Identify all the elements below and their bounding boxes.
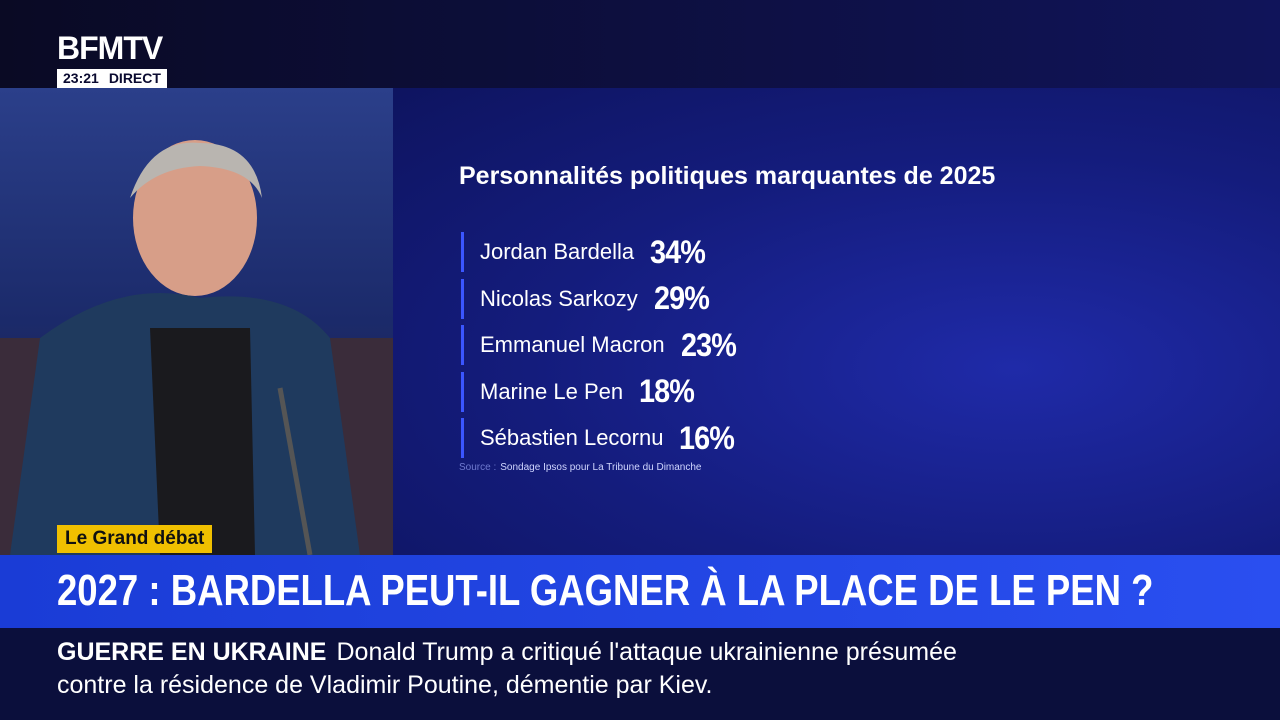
item-name: Nicolas Sarkozy: [480, 285, 638, 311]
item-value: 18%: [639, 373, 695, 409]
item-value: 23%: [680, 326, 737, 363]
ranking-item: Nicolas Sarkozy 29%: [461, 278, 715, 319]
item-value: 29%: [653, 280, 710, 316]
headline: 2027 : BARDELLA PEUT-IL GAGNER À LA PLAC…: [57, 566, 1154, 615]
ticker: GUERRE EN UKRAINE Donald Trump a critiqué…: [57, 636, 1017, 702]
ranking-item: Jordan Bardella 34%: [461, 232, 711, 272]
microphone: [277, 387, 313, 555]
channel-logo: BFMTV: [57, 30, 163, 66]
item-name: Marine Le Pen: [480, 378, 624, 404]
ranking-item: Marine Le Pen 18%: [461, 371, 700, 412]
shirt: [150, 328, 255, 555]
graphic-panel: [393, 88, 1280, 555]
ticker-label: GUERRE EN UKRAINE: [57, 638, 327, 666]
clock: 23:21 DIRECT: [57, 69, 167, 88]
ticker-band: [0, 628, 1280, 720]
graphic-title: Personnalités politiques marquantes de 2…: [459, 162, 996, 190]
video-panel: [0, 88, 393, 555]
ranking-item: Sébastien Lecornu 16%: [461, 418, 741, 458]
ranking-item: Emmanuel Macron 23%: [461, 325, 742, 365]
item-name: Jordan Bardella: [480, 239, 635, 264]
headline-band: [0, 555, 1280, 628]
time: 23:21: [63, 70, 99, 86]
source: Source : Sondage Ipsos pour La Tribune du…: [459, 462, 702, 473]
item-name: Emmanuel Macron: [480, 332, 665, 357]
speaker-image: [0, 140, 393, 555]
head: [133, 140, 257, 296]
hair: [130, 142, 262, 198]
live-tag: DIRECT: [108, 70, 161, 86]
item-value: 34%: [650, 233, 706, 270]
source-text: Sondage Ipsos pour La Tribune du Dimanch…: [500, 462, 702, 473]
top-bar: [0, 0, 1280, 88]
source-label: Source :: [459, 462, 497, 473]
show-name: Le Grand débat: [57, 525, 213, 553]
item-value: 16%: [679, 419, 735, 456]
item-name: Sébastien Lecornu: [480, 425, 664, 450]
ticker-text: Donald Trump a critiqué l'attaque ukrain…: [57, 638, 957, 699]
